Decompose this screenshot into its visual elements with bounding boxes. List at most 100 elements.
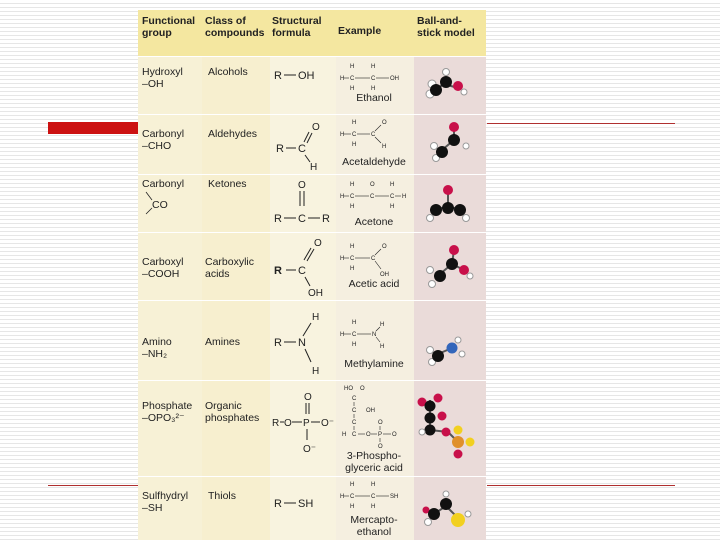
svg-text:SH: SH [390, 494, 398, 500]
svg-text:H: H [350, 182, 354, 188]
example-acetic-acid: Acetic acid [348, 278, 400, 290]
methylamine-ball-stick-model [426, 336, 466, 366]
svg-text:O: O [382, 244, 387, 250]
svg-text:H: H [350, 204, 354, 210]
row-ketone-class: Ketones [208, 178, 247, 190]
svg-text:O: O [370, 182, 375, 188]
col-bg-group [138, 10, 202, 540]
svg-text:H: H [371, 64, 375, 70]
svg-text:O: O [304, 392, 312, 403]
row-amino-group: Amino –NH₂ [142, 336, 172, 360]
acetaldehyde-ball-stick-model [430, 122, 470, 162]
svg-text:O: O [382, 120, 387, 126]
svg-text:H: H [352, 142, 356, 148]
svg-text:O: O [392, 432, 397, 438]
slide-rule-top-right [487, 123, 675, 124]
row-separator [138, 174, 486, 175]
svg-text:H: H [380, 322, 384, 328]
svg-text:C: C [371, 76, 376, 82]
aldehyde-structural-formula: O R C H [276, 122, 320, 173]
svg-text:O: O [312, 122, 320, 133]
example-acetaldehyde: Acetaldehyde [342, 156, 406, 168]
row-hydroxyl-class: Alcohols [208, 66, 248, 78]
svg-text:H: H [350, 86, 354, 92]
svg-text:H: H [350, 482, 354, 488]
svg-text:OH: OH [308, 288, 323, 299]
svg-text:N: N [372, 332, 376, 338]
svg-text:H: H [340, 76, 344, 82]
svg-text:R: R [274, 265, 282, 277]
svg-text:C: C [352, 432, 357, 438]
svg-text:C: C [350, 494, 355, 500]
example-3-phosphoglyceric-acid: 3-Phospho- glyceric acid [345, 450, 403, 474]
svg-text:C: C [352, 132, 357, 138]
svg-text:O⁻: O⁻ [321, 418, 334, 429]
svg-text:C: C [371, 256, 376, 262]
example-acetone: Acetone [354, 216, 394, 228]
slide-rule-bottom [48, 485, 138, 486]
svg-text:H: H [382, 144, 386, 150]
slide-rule-bottom-right [487, 485, 675, 486]
svg-text:C: C [390, 194, 395, 200]
svg-text:C: C [350, 76, 355, 82]
svg-text:C: C [298, 143, 306, 155]
svg-text:O⁻: O⁻ [303, 444, 316, 455]
accent-bar [48, 122, 140, 134]
row-separator [138, 114, 486, 115]
svg-text:H: H [402, 194, 406, 200]
svg-text:O: O [378, 420, 383, 426]
header-example: Example [338, 25, 382, 37]
carboxyl-structural-formula: O R C OH [274, 238, 323, 299]
row-hydroxyl-group: Hydroxyl –OH [142, 66, 183, 90]
ketone-structural-formula: O R C R [274, 180, 330, 225]
svg-text:H: H [350, 244, 354, 250]
phosphoglyceric-acid-ball-stick-model [417, 393, 475, 459]
svg-text:H: H [352, 120, 356, 126]
col-bg-class [202, 10, 270, 540]
svg-text:H: H [352, 342, 356, 348]
acetic-acid-ball-stick-model [426, 245, 474, 288]
svg-text:H: H [371, 86, 375, 92]
row-organic-phosphates-class: Organic phosphates [205, 400, 260, 424]
ketone-group-formula: CO [145, 191, 168, 215]
svg-text:R: R [274, 70, 282, 82]
hydroxyl-structural-formula: R OH [274, 70, 315, 82]
svg-text:H: H [380, 344, 384, 350]
row-separator [138, 380, 486, 381]
svg-text:OH: OH [380, 272, 389, 278]
svg-text:P: P [303, 418, 310, 429]
row-carbonyl-ketone-group: Carbonyl [142, 178, 185, 190]
svg-text:H: H [340, 332, 344, 338]
svg-text:R: R [276, 143, 284, 155]
svg-text:O: O [314, 238, 322, 249]
svg-text:C: C [298, 213, 306, 225]
svg-text:C: C [352, 408, 357, 414]
amino-structural-formula: H R N H [274, 312, 319, 377]
svg-text:H: H [340, 256, 344, 262]
svg-text:O: O [378, 444, 383, 450]
svg-text:P: P [378, 432, 382, 438]
svg-text:H: H [350, 266, 354, 272]
row-carboxyl-group: Carboxyl –COOH [142, 256, 184, 280]
svg-text:O: O [366, 432, 371, 438]
row-separator [138, 300, 486, 301]
svg-text:OH: OH [390, 76, 399, 82]
svg-text:H: H [312, 312, 319, 323]
header-class: Class of compounds [205, 15, 265, 39]
phosphate-structural-formula: O R O P O⁻ O⁻ [272, 392, 334, 455]
functional-groups-table: Functional group Class of compounds Stru… [138, 10, 486, 540]
svg-text:H: H [371, 504, 375, 510]
col-bg-example [336, 10, 414, 540]
header-structural: Structural formula [272, 15, 322, 39]
svg-text:H: H [350, 504, 354, 510]
svg-text:C: C [352, 396, 357, 402]
svg-text:H: H [312, 366, 319, 377]
svg-text:H: H [340, 494, 344, 500]
